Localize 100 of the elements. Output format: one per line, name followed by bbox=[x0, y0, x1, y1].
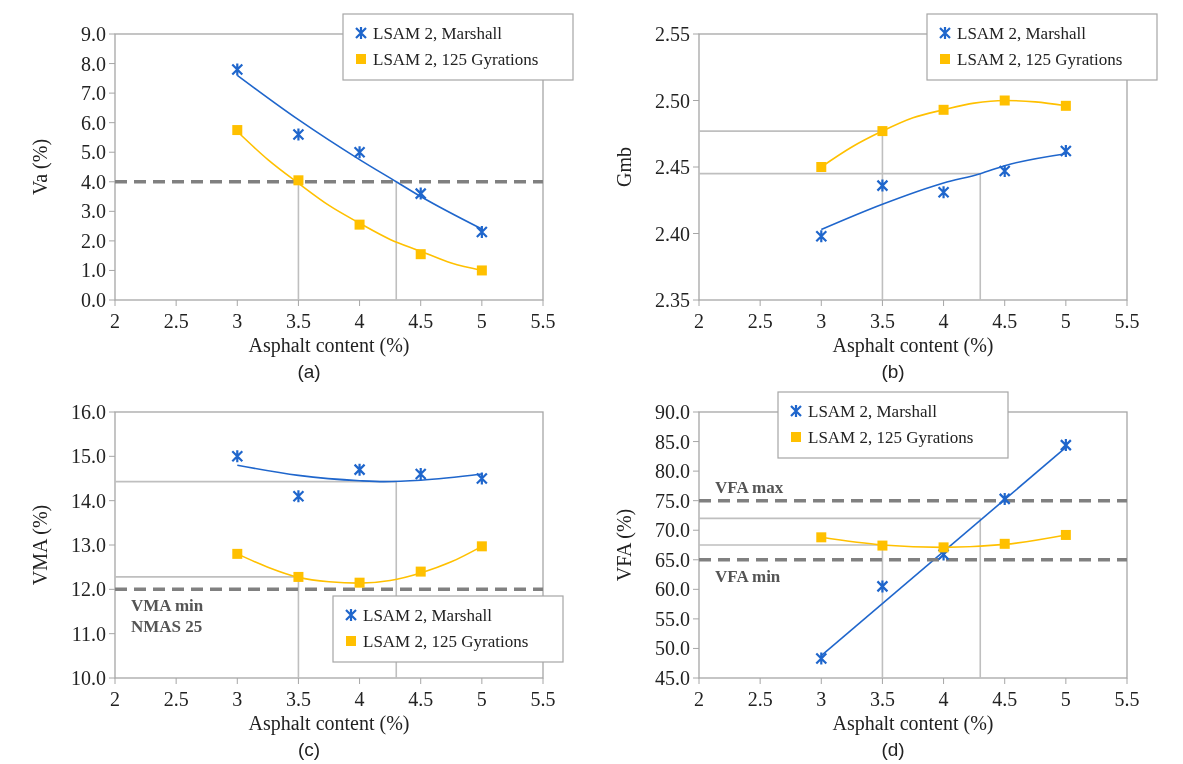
point bbox=[876, 178, 889, 193]
y-tick-label: 80.0 bbox=[655, 460, 690, 483]
y-tick-label: 50.0 bbox=[655, 637, 690, 660]
x-tick-label: 4 bbox=[938, 310, 949, 332]
x-tick-label: 4.5 bbox=[408, 310, 434, 332]
point bbox=[999, 95, 1010, 106]
point bbox=[816, 532, 827, 543]
y-tick-label: 2.40 bbox=[655, 222, 690, 245]
y-tick-label: 70.0 bbox=[655, 519, 690, 542]
text: (b) bbox=[881, 361, 905, 382]
point bbox=[876, 579, 889, 594]
x-axis-title: Asphalt content (%) bbox=[248, 334, 410, 357]
legend-label: LSAM 2, Marshall bbox=[363, 605, 493, 625]
x-tick-label: 2.5 bbox=[747, 310, 773, 332]
legend-label: LSAM 2, Marshall bbox=[808, 401, 938, 421]
point bbox=[475, 224, 488, 240]
point bbox=[353, 145, 366, 160]
legend-label: LSAM 2, Marshall bbox=[957, 23, 1087, 43]
legend-label: LSAM 2, 125 Gyrations bbox=[957, 49, 1123, 69]
point bbox=[354, 577, 365, 588]
y-tick-label: 7.0 bbox=[81, 82, 106, 105]
point bbox=[937, 547, 950, 562]
point bbox=[938, 104, 949, 115]
point bbox=[1060, 100, 1071, 111]
legend-label: LSAM 2, Marshall bbox=[373, 23, 503, 43]
x-tick-label: 4.5 bbox=[408, 688, 434, 710]
y-tick-label: 45.0 bbox=[655, 667, 690, 689]
y-tick-label: 8.0 bbox=[81, 52, 106, 75]
x-tick-label: 4 bbox=[938, 688, 949, 710]
y-axis-title: VMA (%) bbox=[29, 504, 52, 586]
point bbox=[293, 571, 304, 582]
x-tick-label: 4 bbox=[354, 688, 365, 710]
legend-label: LSAM 2, 125 Gyrations bbox=[808, 427, 974, 447]
x-tick-label: 5 bbox=[1060, 310, 1071, 332]
text: (a) bbox=[297, 361, 321, 382]
point bbox=[414, 466, 427, 482]
y-tick-label: 15.0 bbox=[71, 445, 106, 468]
ref-line-label: VMA min NMAS 25 bbox=[131, 596, 204, 637]
x-tick-label: 4.5 bbox=[992, 310, 1018, 332]
x-tick-label: 5.5 bbox=[1114, 310, 1140, 332]
point bbox=[877, 126, 888, 137]
legend-label: LSAM 2, 125 Gyrations bbox=[373, 49, 539, 69]
y-tick-label: 13.0 bbox=[71, 534, 106, 556]
x-axis-title: Asphalt content (%) bbox=[248, 712, 410, 735]
y-tick-label: 85.0 bbox=[655, 430, 690, 453]
x-tick-label: 5 bbox=[1060, 688, 1071, 710]
point bbox=[998, 163, 1011, 179]
x-tick-label: 2.5 bbox=[163, 688, 189, 710]
point bbox=[415, 566, 426, 577]
point bbox=[414, 186, 427, 201]
x-tick-label: 3 bbox=[816, 310, 827, 332]
y-tick-label: 4.0 bbox=[81, 170, 106, 193]
point bbox=[354, 219, 365, 230]
y-tick-label: 0.0 bbox=[81, 289, 106, 311]
x-tick-label: 2.5 bbox=[747, 688, 773, 710]
x-tick-label: 3 bbox=[816, 688, 827, 710]
ref-line-label: VFA min bbox=[715, 566, 781, 586]
y-tick-label: 55.0 bbox=[655, 607, 690, 630]
point bbox=[937, 185, 950, 200]
x-tick-label: 3 bbox=[232, 310, 243, 332]
x-tick-label: 2 bbox=[110, 688, 120, 710]
y-axis-title: VFA (%) bbox=[613, 508, 636, 582]
point bbox=[475, 471, 488, 486]
point bbox=[1060, 529, 1071, 540]
x-tick-label: 5.5 bbox=[1114, 688, 1140, 710]
point bbox=[292, 489, 305, 504]
point bbox=[476, 541, 487, 552]
x-tick-label: 3.5 bbox=[869, 310, 895, 332]
y-tick-label: 2.50 bbox=[655, 89, 690, 112]
y-tick-label: 5.0 bbox=[81, 141, 106, 164]
x-tick-label: 4 bbox=[354, 310, 365, 332]
point bbox=[292, 127, 305, 142]
point bbox=[415, 249, 426, 260]
y-tick-label: 1.0 bbox=[81, 259, 106, 282]
x-tick-label: 2.5 bbox=[163, 310, 189, 332]
x-tick-label: 2 bbox=[694, 310, 704, 332]
ref-line-label: VFA max bbox=[715, 477, 784, 497]
point bbox=[476, 265, 487, 276]
point bbox=[815, 651, 828, 666]
point bbox=[293, 175, 304, 186]
x-tick-label: 5.5 bbox=[530, 688, 556, 710]
y-tick-label: 2.45 bbox=[655, 156, 690, 178]
x-axis-title: Asphalt content (%) bbox=[832, 334, 994, 357]
y-axis-title: Gmb bbox=[613, 147, 635, 187]
point bbox=[232, 125, 243, 136]
y-tick-label: 10.0 bbox=[71, 667, 106, 689]
y-tick-label: 2.55 bbox=[655, 23, 690, 45]
y-tick-label: 16.0 bbox=[71, 401, 106, 423]
point bbox=[877, 540, 888, 551]
y-tick-label: 60.0 bbox=[655, 578, 690, 601]
x-tick-label: 5 bbox=[476, 688, 487, 710]
y-tick-label: 90.0 bbox=[655, 401, 690, 423]
y-tick-label: 11.0 bbox=[71, 622, 106, 645]
y-tick-label: 2.0 bbox=[81, 229, 106, 252]
x-axis-title: Asphalt content (%) bbox=[832, 712, 994, 735]
x-tick-label: 2 bbox=[694, 688, 704, 710]
point bbox=[815, 229, 828, 244]
point bbox=[999, 538, 1010, 549]
y-tick-label: 12.0 bbox=[71, 578, 106, 601]
y-tick-label: 75.0 bbox=[655, 489, 690, 512]
